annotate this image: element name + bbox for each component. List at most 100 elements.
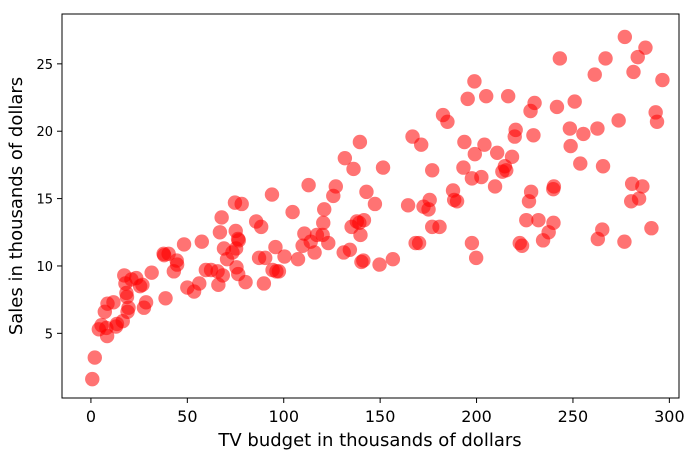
data-point: [214, 210, 229, 225]
data-point: [500, 88, 516, 104]
data-point: [176, 237, 192, 252]
x-tick-label: 150: [365, 407, 396, 426]
data-point: [316, 215, 331, 231]
data-point: [595, 159, 611, 174]
data-point: [562, 121, 578, 136]
data-point: [432, 219, 447, 235]
data-point: [256, 276, 272, 291]
y-tick-label: 20: [36, 125, 53, 140]
data-point: [590, 121, 605, 136]
data-point: [372, 257, 387, 272]
data-point: [449, 194, 465, 209]
x-tick-label: 100: [268, 407, 299, 426]
data-point: [635, 179, 650, 194]
data-point: [527, 95, 542, 111]
data-point: [144, 265, 159, 280]
data-point: [499, 163, 514, 178]
data-point: [359, 184, 374, 200]
data-point: [638, 40, 653, 55]
x-tick-label: 50: [177, 407, 197, 426]
data-point: [307, 245, 322, 260]
data-point: [573, 156, 588, 171]
data-point: [328, 179, 343, 194]
data-point: [135, 277, 150, 293]
data-point: [464, 235, 480, 251]
x-tick-label: 250: [558, 407, 589, 426]
data-point: [99, 328, 115, 344]
data-point: [477, 137, 492, 152]
data-point: [119, 289, 135, 305]
data-point: [644, 221, 659, 236]
data-point: [456, 160, 471, 175]
y-tick-label: 10: [36, 260, 53, 275]
data-point: [467, 146, 483, 162]
data-point: [106, 295, 121, 310]
y-tick-label: 15: [36, 193, 53, 208]
data-point: [271, 264, 287, 279]
y-axis-label: Sales in thousands of dollars: [6, 77, 27, 335]
data-point: [231, 233, 247, 248]
data-point: [617, 29, 633, 45]
data-point: [356, 253, 371, 268]
data-point: [215, 268, 231, 283]
data-point: [87, 350, 102, 365]
data-point: [549, 99, 565, 115]
data-point: [504, 149, 520, 165]
data-point: [414, 137, 429, 152]
data-point: [552, 51, 568, 66]
data-point: [138, 295, 154, 310]
data-point: [85, 371, 100, 387]
data-point: [531, 212, 546, 228]
data-point: [121, 300, 136, 315]
data-point: [508, 122, 523, 138]
data-point: [367, 196, 383, 212]
y-tick-label: 25: [36, 58, 53, 73]
data-point: [598, 51, 613, 66]
data-point: [258, 250, 273, 266]
y-axis-ticks: 5 10 15 20 25: [36, 58, 62, 342]
data-point: [337, 150, 353, 166]
data-point: [425, 163, 440, 178]
data-point: [301, 177, 316, 193]
data-point: [626, 64, 641, 80]
data-point: [649, 114, 665, 129]
data-point: [567, 94, 582, 109]
data-point: [440, 114, 455, 129]
data-point: [474, 169, 489, 185]
data-point: [467, 74, 482, 89]
data-point: [290, 252, 306, 267]
data-point: [385, 252, 401, 267]
data-point: [317, 202, 332, 217]
data-point: [514, 238, 530, 253]
data-point: [655, 72, 670, 88]
data-point: [546, 179, 562, 194]
data-point: [253, 219, 269, 235]
data-point: [478, 88, 494, 104]
data-point: [194, 234, 209, 249]
data-point: [489, 145, 505, 160]
data-point: [460, 91, 475, 107]
data-point: [375, 160, 391, 175]
data-point: [158, 291, 173, 306]
data-point: [169, 257, 185, 272]
data-point: [631, 191, 647, 206]
data-point: [611, 113, 626, 128]
data-point: [285, 204, 300, 220]
x-tick-label: 200: [461, 407, 492, 426]
data-point: [587, 67, 602, 82]
data-point: [526, 128, 541, 143]
data-point: [238, 274, 253, 290]
data-point: [353, 227, 368, 243]
data-point: [487, 179, 503, 194]
data-point: [352, 134, 368, 150]
data-point: [617, 234, 632, 249]
data-point: [192, 276, 207, 291]
data-point: [400, 198, 416, 213]
data-point: [268, 239, 283, 255]
points-layer: [85, 29, 670, 387]
data-point: [342, 242, 358, 257]
data-point: [576, 126, 591, 142]
data-point: [321, 235, 336, 251]
data-point: [523, 184, 539, 200]
